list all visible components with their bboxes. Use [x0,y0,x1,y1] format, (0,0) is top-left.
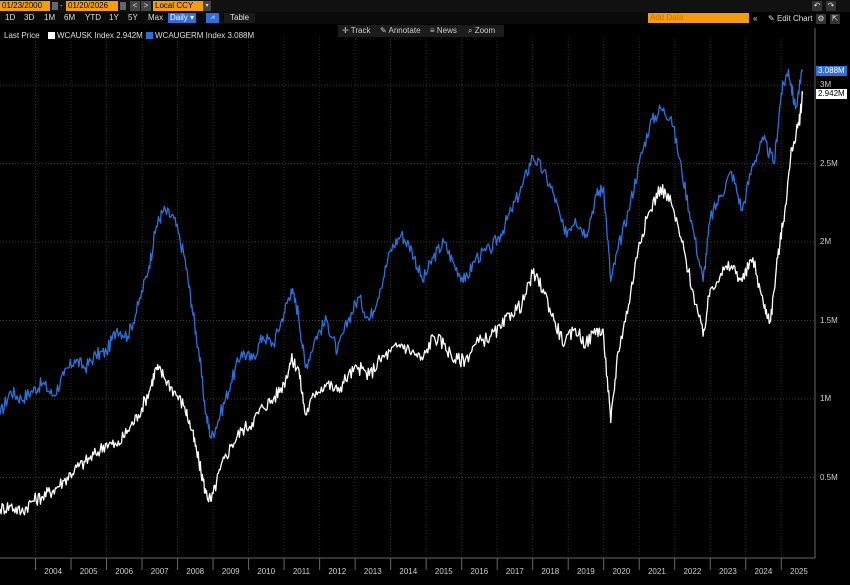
range-5y[interactable]: 5Y [128,13,138,22]
legend-item-wcausk[interactable]: WCAUSK Index 2.942M [48,31,143,40]
y-tick-label: 2M [820,237,832,247]
crosshair-icon: ✛ [342,26,351,35]
track-tool[interactable]: ✛ Track [342,25,370,37]
y-tick-label: 1.5M [820,315,838,325]
next-arrow-icon[interactable]: > [141,1,151,11]
x-tick-label: 2019 [576,567,595,576]
chevron-down-icon[interactable]: ▾ [203,1,211,11]
prev-arrow-icon[interactable]: < [130,1,140,11]
x-tick-label: 2015 [434,567,453,576]
x-tick-label: 2008 [186,567,205,576]
range-6m[interactable]: 6M [64,13,76,22]
range-ytd[interactable]: YTD [85,13,101,22]
zoom-label: Zoom [474,26,496,35]
calendar-icon[interactable] [120,2,126,10]
frequency-select[interactable]: Daily ▾ [168,13,197,23]
x-tick-label: 2022 [683,567,702,576]
legend-swatch [146,32,153,39]
x-tick-label: 2007 [150,567,169,576]
x-tick-label: 2016 [470,567,489,576]
x-tick-label: 2006 [115,567,134,576]
y-tick-label: 2.5M [820,158,838,168]
series-line-wcaugerm[interactable] [0,68,804,439]
x-tick-label: 2010 [257,567,276,576]
date-separator: - [60,1,63,10]
news-icon: ≡ [430,26,437,35]
range-1y[interactable]: 1Y [109,13,119,22]
last-value-label: 3.088M [816,66,847,77]
chart-tools-bar [338,25,504,37]
x-tick-label: 2017 [505,567,524,576]
currency-select[interactable]: Local CCY [153,1,203,11]
y-tick-label: 0.5M [820,472,838,482]
legend-label: WCAUGERM Index 3.088M [155,31,255,40]
annotate-tool[interactable]: ✎ Annotate [380,25,421,37]
legend-swatch [48,32,55,39]
table-button[interactable]: Table [224,13,256,23]
legend-item-wcaugerm[interactable]: WCAUGERM Index 3.088M [146,31,254,40]
edit-chart-button[interactable]: ✎ Edit Chart [768,14,813,23]
x-tick-label: 2018 [541,567,560,576]
undo-icon[interactable]: ↶ [812,1,822,11]
range-toolbar [0,12,648,24]
x-tick-label: 2005 [79,567,98,576]
x-tick-label: 2014 [399,567,418,576]
x-tick-label: 2025 [790,567,808,576]
toolbar [0,0,850,12]
news-label: News [436,26,457,35]
start-date-field[interactable]: 01/23/2000 [0,1,50,11]
export-icon[interactable]: ⇱ [830,14,840,24]
zoom-icon: ⌕ [468,26,475,35]
range-max[interactable]: Max [148,13,164,22]
end-date-field[interactable]: 01/20/2026 [66,1,118,11]
x-tick-label: 2004 [44,567,63,576]
y-tick-label: 1M [820,394,832,404]
y-tick-label: 3M [820,80,832,90]
edit-chart-label: Edit Chart [776,14,813,23]
legend-label: WCAUSK Index 2.942M [57,31,143,40]
range-1d[interactable]: 1D [5,13,16,22]
redo-icon[interactable]: ↷ [826,1,836,11]
annotate-label: Annotate [388,26,421,35]
x-tick-label: 2023 [718,567,737,576]
x-tick-label: 2009 [221,567,240,576]
x-tick-label: 2011 [292,567,311,576]
legend-title: Last Price [4,31,40,40]
settings-icon[interactable]: ⚙ [816,14,826,24]
zoom-tool[interactable]: ⌕ Zoom [468,25,495,37]
x-tick-label: 2020 [612,567,631,576]
edit-icon: ✎ [768,14,775,23]
x-tick-label: 2012 [328,567,347,576]
chart-type-icon[interactable]: ⩘ [206,13,219,23]
news-tool[interactable]: ≡ News [430,25,457,37]
add-data-input[interactable]: Add Data [648,13,749,23]
pencil-icon: ✎ [380,26,389,35]
range-1m[interactable]: 1M [44,13,56,22]
last-value-label: 2.942M [816,89,847,100]
x-tick-label: 2021 [647,567,666,576]
collapse-icon[interactable]: « [753,14,758,23]
x-tick-label: 2013 [363,567,382,576]
calendar-icon[interactable] [52,2,58,10]
track-label: Track [350,26,371,35]
x-tick-label: 2024 [754,567,773,576]
series-line-wcausk[interactable] [0,91,804,516]
range-3d[interactable]: 3D [24,13,35,22]
